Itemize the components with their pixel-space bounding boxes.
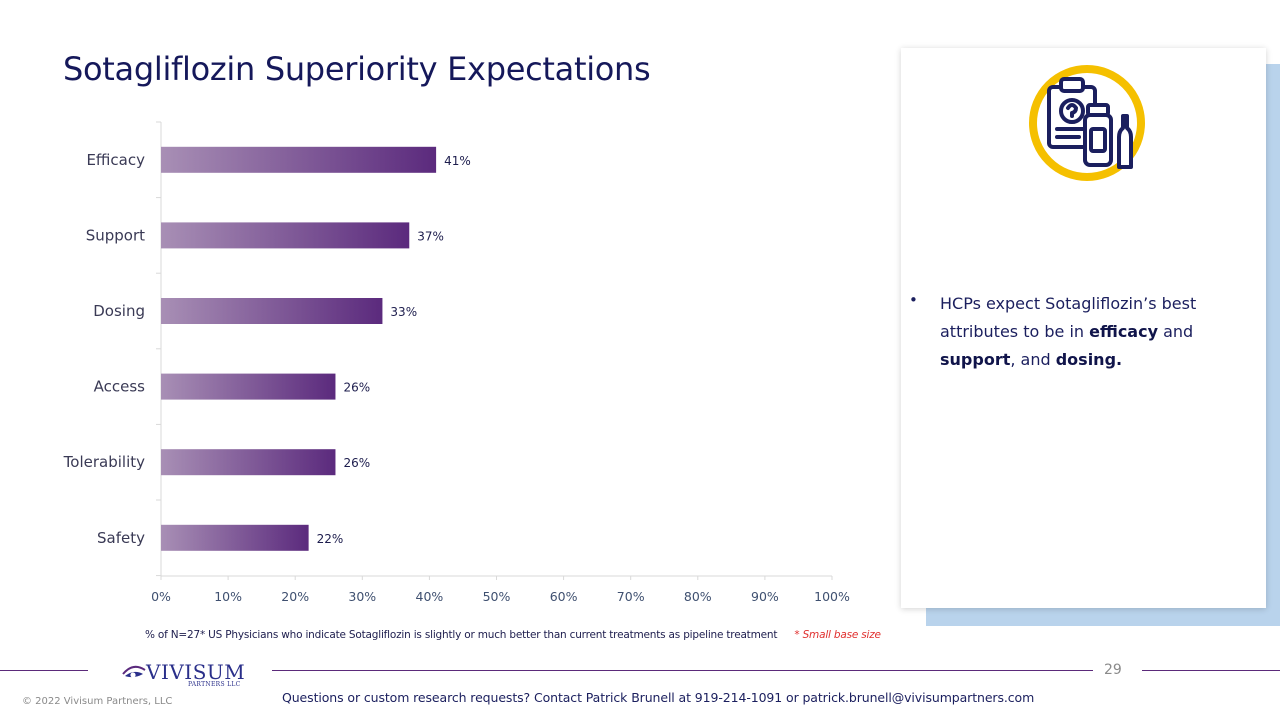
bar xyxy=(161,222,410,249)
x-tick-label: 20% xyxy=(281,589,309,604)
x-tick-label: 60% xyxy=(550,589,578,604)
insight-bullet: HCPs expect Sotagliflozin’s best attribu… xyxy=(940,290,1240,374)
slide-title: Sotagliflozin Superiority Expectations xyxy=(63,50,651,88)
value-label: 26% xyxy=(343,381,370,395)
x-tick-label: 80% xyxy=(684,589,712,604)
value-label: 26% xyxy=(343,456,370,470)
bullet-bold-support: support xyxy=(940,350,1011,369)
bar xyxy=(161,449,336,476)
bar xyxy=(161,298,383,324)
page-number: 29 xyxy=(1104,662,1122,678)
x-tick-label: 100% xyxy=(814,589,850,604)
logo-wordmark: VIVISUM xyxy=(146,660,246,684)
category-label: Safety xyxy=(97,529,145,547)
logo-subtitle: PARTNERS LLC xyxy=(188,681,241,688)
insight-panel: • HCPs expect Sotagliflozin’s best attri… xyxy=(901,48,1266,608)
category-label: Efficacy xyxy=(86,151,145,169)
chart-axis xyxy=(156,121,832,577)
contact-line: Questions or custom research requests? C… xyxy=(282,690,1035,705)
bullet-marker: • xyxy=(909,291,918,309)
bullet-bold-efficacy: efficacy xyxy=(1089,322,1159,341)
x-tick-label: 90% xyxy=(751,589,779,604)
chart-tick-labels: 0% 10% 20% 30% 40% 50% 60% 70% 80% 90% 100% xyxy=(151,576,850,604)
bullet-text-part: and xyxy=(1158,322,1194,341)
x-tick-label: 10% xyxy=(214,589,242,604)
value-label: 41% xyxy=(444,154,471,168)
bar xyxy=(161,146,437,173)
x-tick-label: 70% xyxy=(617,589,645,604)
category-label: Access xyxy=(94,378,146,396)
value-label: 22% xyxy=(317,532,344,546)
value-label: 33% xyxy=(390,305,417,319)
x-tick-label: 50% xyxy=(483,589,511,604)
copyright: © 2022 Vivisum Partners, LLC xyxy=(22,696,173,707)
x-tick-label: 0% xyxy=(151,589,171,604)
footer-rule-right xyxy=(1142,670,1280,671)
bar xyxy=(161,524,309,551)
category-label: Tolerability xyxy=(63,453,145,471)
small-base-note: * Small base size xyxy=(794,629,881,641)
chart-bars: Efficacy 41% Support 37% Dosing 33% Access 26% T… xyxy=(63,146,471,551)
footer-rule-middle xyxy=(272,670,1093,671)
logo-eye-icon xyxy=(122,665,146,678)
bullet-bold-dosing: dosing. xyxy=(1055,350,1123,369)
bullet-text-part: HCPs expect Sotagliflozin’s best attribu… xyxy=(940,294,1197,341)
clipboard-medicine-icon xyxy=(1029,65,1145,181)
footer-rule-left xyxy=(0,670,88,671)
category-label: Dosing xyxy=(93,302,145,320)
bar-chart: Efficacy 41% Support 37% Dosing 33% Access 26% T… xyxy=(63,121,850,604)
vivisum-logo: VIVISUM PARTNERS LLC xyxy=(122,660,247,690)
bar xyxy=(161,373,336,400)
value-label: 37% xyxy=(417,229,444,243)
bullet-text-part: , and xyxy=(1010,350,1056,369)
x-tick-label: 30% xyxy=(348,589,376,604)
x-tick-label: 40% xyxy=(416,589,444,604)
footnote-text: % of N=27* US Physicians who indicate So… xyxy=(145,629,778,641)
chart-footnote: % of N=27* US Physicians who indicate So… xyxy=(145,629,881,641)
category-label: Support xyxy=(86,226,145,244)
